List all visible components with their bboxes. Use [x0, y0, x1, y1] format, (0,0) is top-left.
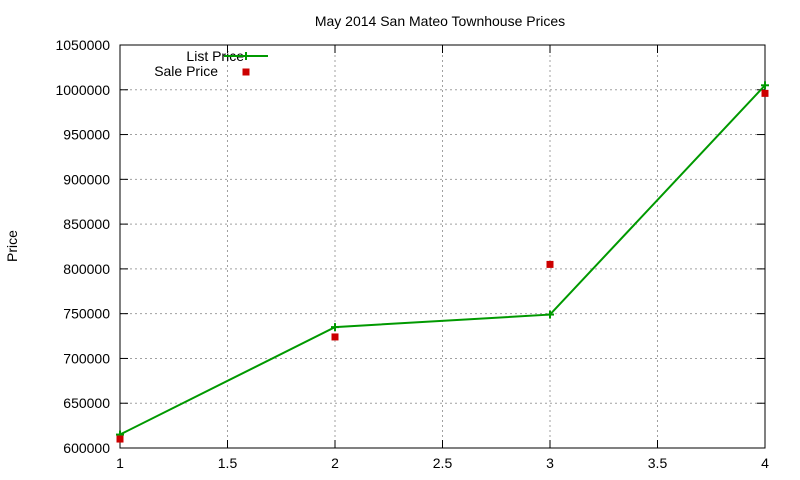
data-point-list-price [546, 310, 554, 319]
x-tick-label: 1.5 [218, 455, 238, 471]
data-point-sale-price [116, 435, 124, 443]
data-point-list-price [331, 323, 339, 332]
y-tick-label: 1000000 [55, 82, 110, 98]
legend-label-list-price: List Price [186, 48, 244, 64]
x-tick-label: 3 [546, 455, 554, 471]
y-tick-label: 750000 [63, 306, 110, 322]
y-tick-label: 800000 [63, 261, 110, 277]
series-line-list-price [119, 84, 766, 436]
data-point-sale-price [331, 333, 339, 341]
legend-marker-sale-price [242, 68, 250, 76]
data-point-list-price [761, 81, 769, 90]
x-tick-label: 2.5 [433, 455, 453, 471]
y-tick-label: 900000 [63, 171, 110, 187]
legend-item-sale-price: Sale Price [154, 63, 250, 79]
plot-series [116, 81, 769, 443]
chart-title: May 2014 San Mateo Townhouse Prices [315, 13, 565, 29]
x-tick-label: 4 [761, 455, 769, 471]
x-tick-label: 2 [331, 455, 339, 471]
y-tick-label: 1050000 [55, 37, 110, 53]
y-tick-label: 950000 [63, 127, 110, 143]
data-point-sale-price [546, 260, 554, 268]
axes: 1 1.5 2 2.5 3 3.5 4 600000 650000 700000 750000 800… [55, 37, 769, 471]
data-point-sale-price [761, 89, 769, 97]
legend-label-sale-price: Sale Price [154, 63, 218, 79]
y-tick-label: 700000 [63, 350, 110, 366]
x-tick-label: 3.5 [648, 455, 668, 471]
x-tick-label: 1 [116, 455, 124, 471]
grid [120, 45, 765, 448]
y-tick-label: 650000 [63, 395, 110, 411]
y-tick-label: 850000 [63, 216, 110, 232]
y-axis-label: Price [4, 230, 20, 262]
y-tick-label: 600000 [63, 440, 110, 456]
legend-item-list-price: List Price [186, 48, 268, 64]
